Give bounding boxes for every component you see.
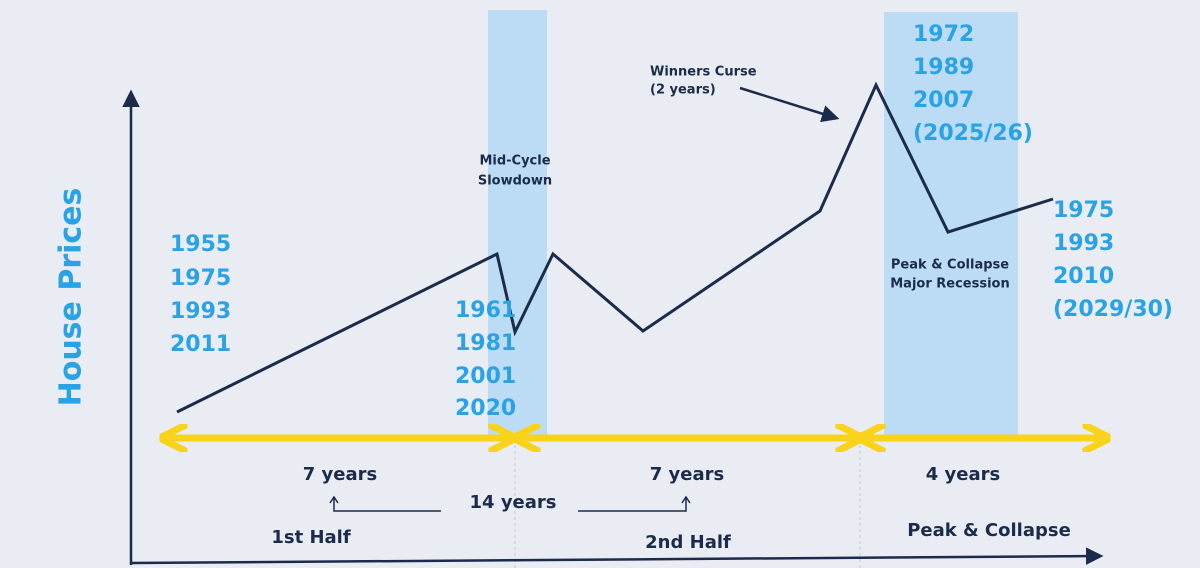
pointer-arrow bbox=[578, 495, 691, 512]
mid-cycle-band bbox=[488, 10, 547, 437]
year: 1993 bbox=[1053, 231, 1114, 256]
year: 1989 bbox=[913, 55, 974, 80]
year: 1961 bbox=[455, 298, 516, 323]
year: (2029/30) bbox=[1053, 297, 1173, 322]
duration: 4 years bbox=[926, 464, 1000, 485]
peak-band bbox=[884, 12, 1018, 437]
phase: 2nd Half bbox=[645, 532, 731, 553]
x-axis bbox=[130, 547, 1104, 565]
duration: 7 years bbox=[303, 464, 377, 485]
year: 2011 bbox=[170, 332, 231, 357]
year: 1981 bbox=[455, 331, 516, 356]
annotation: Slowdown bbox=[478, 174, 552, 189]
duration: 7 years bbox=[650, 464, 724, 485]
pointer-arrow bbox=[329, 495, 441, 512]
annotation: Major Recession bbox=[890, 277, 1010, 292]
year: 1972 bbox=[913, 22, 974, 47]
annotation: Peak & Collapse bbox=[891, 258, 1009, 273]
year: (2025/26) bbox=[913, 121, 1033, 146]
annotation: Winners Curse bbox=[650, 65, 757, 80]
annotation: Mid-Cycle bbox=[479, 154, 550, 169]
callout-arrow bbox=[739, 86, 840, 123]
duration: 14 years bbox=[470, 492, 557, 513]
price-line bbox=[176, 81, 1054, 414]
year: 1955 bbox=[170, 232, 231, 257]
year: 2001 bbox=[455, 364, 516, 389]
phase: 1st Half bbox=[271, 527, 350, 548]
phase: Peak & Collapse bbox=[907, 520, 1071, 541]
y-axis-label: House Prices bbox=[54, 188, 89, 407]
year: 2020 bbox=[455, 396, 516, 421]
year: 1975 bbox=[1053, 198, 1114, 223]
year: 1975 bbox=[170, 266, 231, 291]
year: 2007 bbox=[913, 88, 974, 113]
annotation: (2 years) bbox=[650, 83, 716, 98]
year: 1993 bbox=[170, 299, 231, 324]
year: 2010 bbox=[1053, 264, 1114, 289]
